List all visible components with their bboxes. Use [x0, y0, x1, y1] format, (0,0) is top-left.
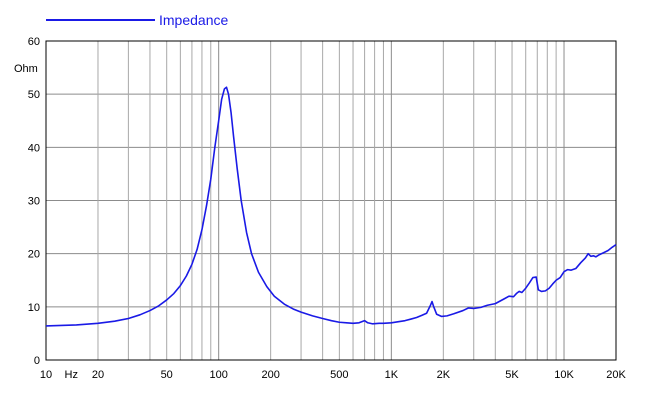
plot-frame [45, 40, 617, 361]
series-line-impedance [45, 86, 617, 327]
series-layer [45, 86, 617, 327]
x-tick-label: 2K [437, 369, 451, 381]
x-axis-ticks: 10 20 50 100 200 500 1K 2K 5K 10K 20K [40, 369, 627, 381]
x-axis-unit: Hz [65, 369, 78, 381]
y-axis-label: Ohm [14, 63, 38, 75]
y-tick-label: 10 [28, 302, 40, 314]
y-axis-ticks: 0 10 20 30 40 50 60 [28, 36, 40, 367]
y-tick-label: 30 [28, 196, 40, 208]
x-tick-label: 1K [385, 369, 399, 381]
y-tick-label: 50 [28, 89, 40, 101]
y-tick-label: 40 [28, 142, 40, 154]
x-tick-label: 50 [161, 369, 173, 381]
y-tick-label: 0 [34, 355, 40, 367]
legend: Impedance [46, 12, 228, 28]
x-tick-label: 500 [330, 369, 348, 381]
y-tick-label: 60 [28, 36, 40, 48]
x-tick-label: 10K [554, 369, 574, 381]
y-tick-label: 20 [28, 249, 40, 261]
x-tick-label: 20K [606, 369, 626, 381]
grid [45, 40, 617, 361]
x-tick-label: 200 [261, 369, 279, 381]
x-tick-label: 10 [40, 369, 52, 381]
x-tick-label: 5K [505, 369, 519, 381]
x-tick-label: 100 [209, 369, 227, 381]
x-tick-label: 20 [92, 369, 104, 381]
legend-label-impedance: Impedance [159, 12, 228, 28]
